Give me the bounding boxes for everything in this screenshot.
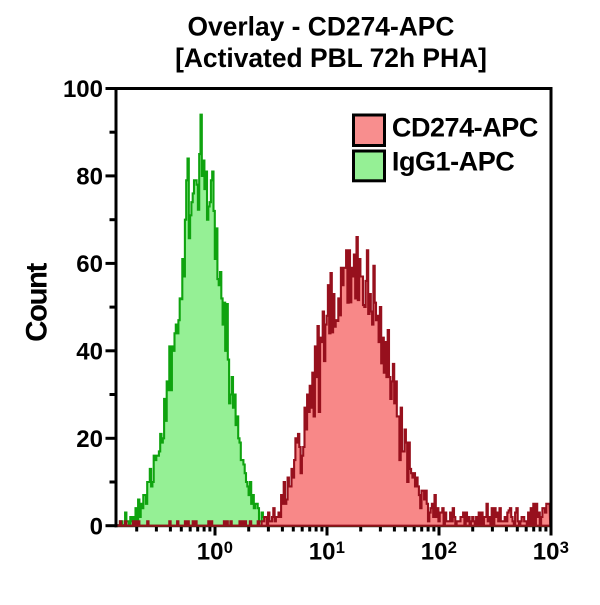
svg-text:CD274-APC: CD274-APC bbox=[392, 113, 538, 143]
svg-text:60: 60 bbox=[76, 251, 103, 278]
svg-text:40: 40 bbox=[76, 338, 103, 365]
svg-text:3: 3 bbox=[560, 539, 569, 557]
svg-text:20: 20 bbox=[76, 426, 103, 453]
svg-text:Overlay - CD274-APC: Overlay - CD274-APC bbox=[188, 11, 455, 41]
svg-text:80: 80 bbox=[76, 164, 103, 191]
svg-text:2: 2 bbox=[448, 539, 457, 557]
svg-text:[Activated PBL 72h PHA]: [Activated PBL 72h PHA] bbox=[175, 43, 487, 73]
svg-text:0: 0 bbox=[90, 513, 103, 540]
svg-text:IgG1-APC: IgG1-APC bbox=[392, 147, 514, 177]
svg-text:0: 0 bbox=[224, 539, 233, 557]
svg-text:10: 10 bbox=[197, 539, 224, 566]
svg-text:100: 100 bbox=[63, 76, 103, 103]
svg-text:10: 10 bbox=[309, 539, 336, 566]
svg-text:Count: Count bbox=[21, 262, 54, 341]
svg-text:10: 10 bbox=[533, 539, 560, 566]
svg-text:10: 10 bbox=[421, 539, 448, 566]
svg-text:1: 1 bbox=[336, 539, 345, 557]
